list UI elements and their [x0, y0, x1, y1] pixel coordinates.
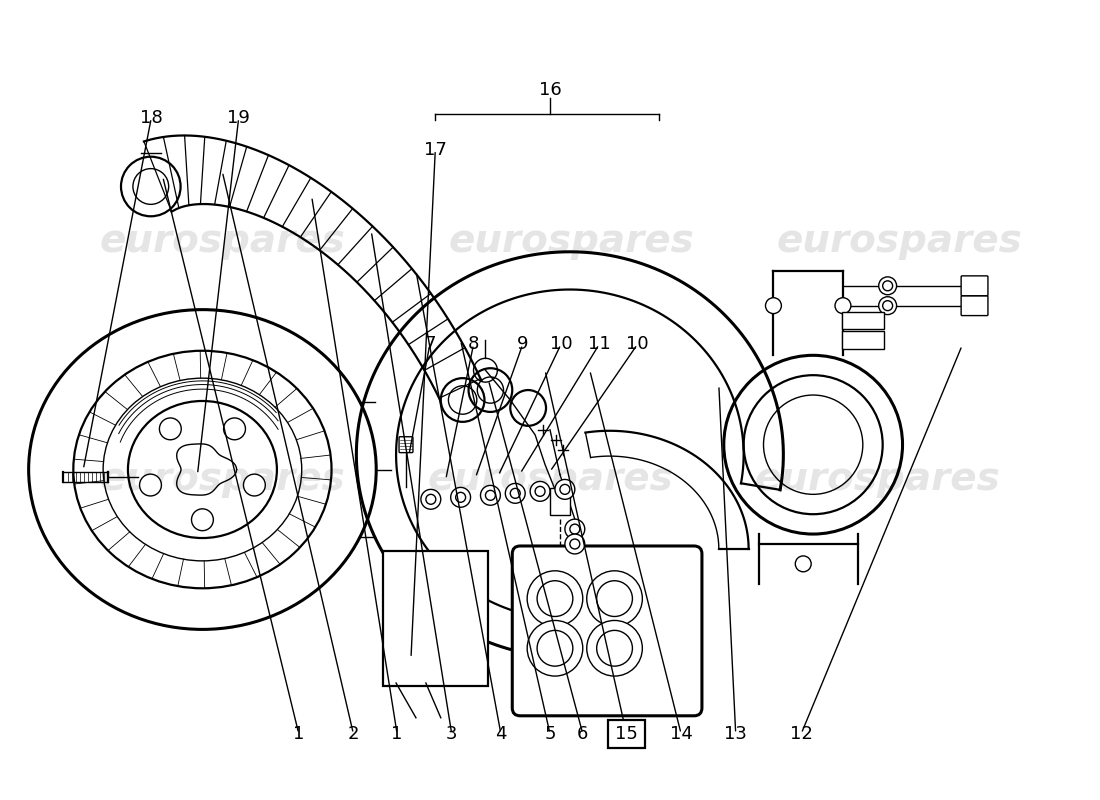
FancyBboxPatch shape: [607, 720, 646, 747]
Circle shape: [586, 571, 642, 626]
Circle shape: [535, 486, 544, 496]
FancyBboxPatch shape: [513, 546, 702, 716]
Text: 9: 9: [517, 335, 528, 354]
Circle shape: [596, 581, 632, 617]
Text: 3: 3: [446, 725, 458, 742]
Text: 15: 15: [615, 725, 638, 742]
Text: 1: 1: [392, 725, 403, 742]
Text: eurospares: eurospares: [449, 222, 695, 260]
Circle shape: [527, 571, 583, 626]
Text: eurospares: eurospares: [777, 222, 1022, 260]
FancyBboxPatch shape: [961, 296, 988, 315]
Text: 2: 2: [348, 725, 359, 742]
Circle shape: [485, 490, 495, 500]
Circle shape: [835, 298, 851, 314]
Text: 11: 11: [587, 335, 610, 354]
Circle shape: [882, 301, 892, 310]
Circle shape: [556, 479, 575, 499]
Circle shape: [879, 297, 896, 314]
Text: 13: 13: [724, 725, 747, 742]
Circle shape: [481, 486, 500, 506]
Text: 10: 10: [626, 335, 649, 354]
Circle shape: [527, 621, 583, 676]
Circle shape: [766, 298, 781, 314]
Circle shape: [565, 519, 585, 539]
Circle shape: [421, 490, 441, 510]
Text: eurospares: eurospares: [99, 461, 345, 498]
Text: 16: 16: [539, 81, 561, 99]
Circle shape: [565, 534, 585, 554]
FancyBboxPatch shape: [399, 437, 412, 453]
Circle shape: [570, 524, 580, 534]
Circle shape: [570, 539, 580, 549]
Circle shape: [882, 281, 892, 290]
FancyBboxPatch shape: [842, 331, 883, 350]
Circle shape: [505, 483, 525, 503]
Circle shape: [510, 488, 520, 498]
Text: 14: 14: [670, 725, 693, 742]
Text: 5: 5: [544, 725, 556, 742]
Circle shape: [560, 485, 570, 494]
Circle shape: [191, 509, 213, 530]
Text: 12: 12: [790, 725, 813, 742]
Text: 8: 8: [468, 335, 480, 354]
Circle shape: [537, 581, 573, 617]
Circle shape: [586, 621, 642, 676]
Circle shape: [795, 556, 811, 572]
Circle shape: [243, 474, 265, 496]
Circle shape: [223, 418, 245, 440]
Text: eurospares: eurospares: [755, 461, 1001, 498]
Text: 6: 6: [578, 725, 588, 742]
Circle shape: [455, 492, 465, 502]
FancyBboxPatch shape: [961, 276, 988, 296]
Circle shape: [451, 487, 471, 507]
Circle shape: [879, 277, 896, 294]
Text: 17: 17: [424, 141, 447, 158]
Text: 19: 19: [228, 109, 250, 127]
Text: eurospares: eurospares: [427, 461, 673, 498]
Text: 10: 10: [550, 335, 572, 354]
Circle shape: [140, 474, 162, 496]
Text: 18: 18: [140, 109, 163, 127]
FancyBboxPatch shape: [550, 488, 570, 515]
FancyBboxPatch shape: [383, 551, 488, 686]
Circle shape: [160, 418, 182, 440]
FancyBboxPatch shape: [842, 312, 883, 330]
Text: eurospares: eurospares: [99, 222, 345, 260]
Circle shape: [537, 630, 573, 666]
Circle shape: [530, 482, 550, 502]
Circle shape: [426, 494, 436, 504]
Text: 4: 4: [495, 725, 507, 742]
Text: 7: 7: [425, 335, 436, 354]
Text: 1: 1: [293, 725, 305, 742]
Circle shape: [596, 630, 632, 666]
